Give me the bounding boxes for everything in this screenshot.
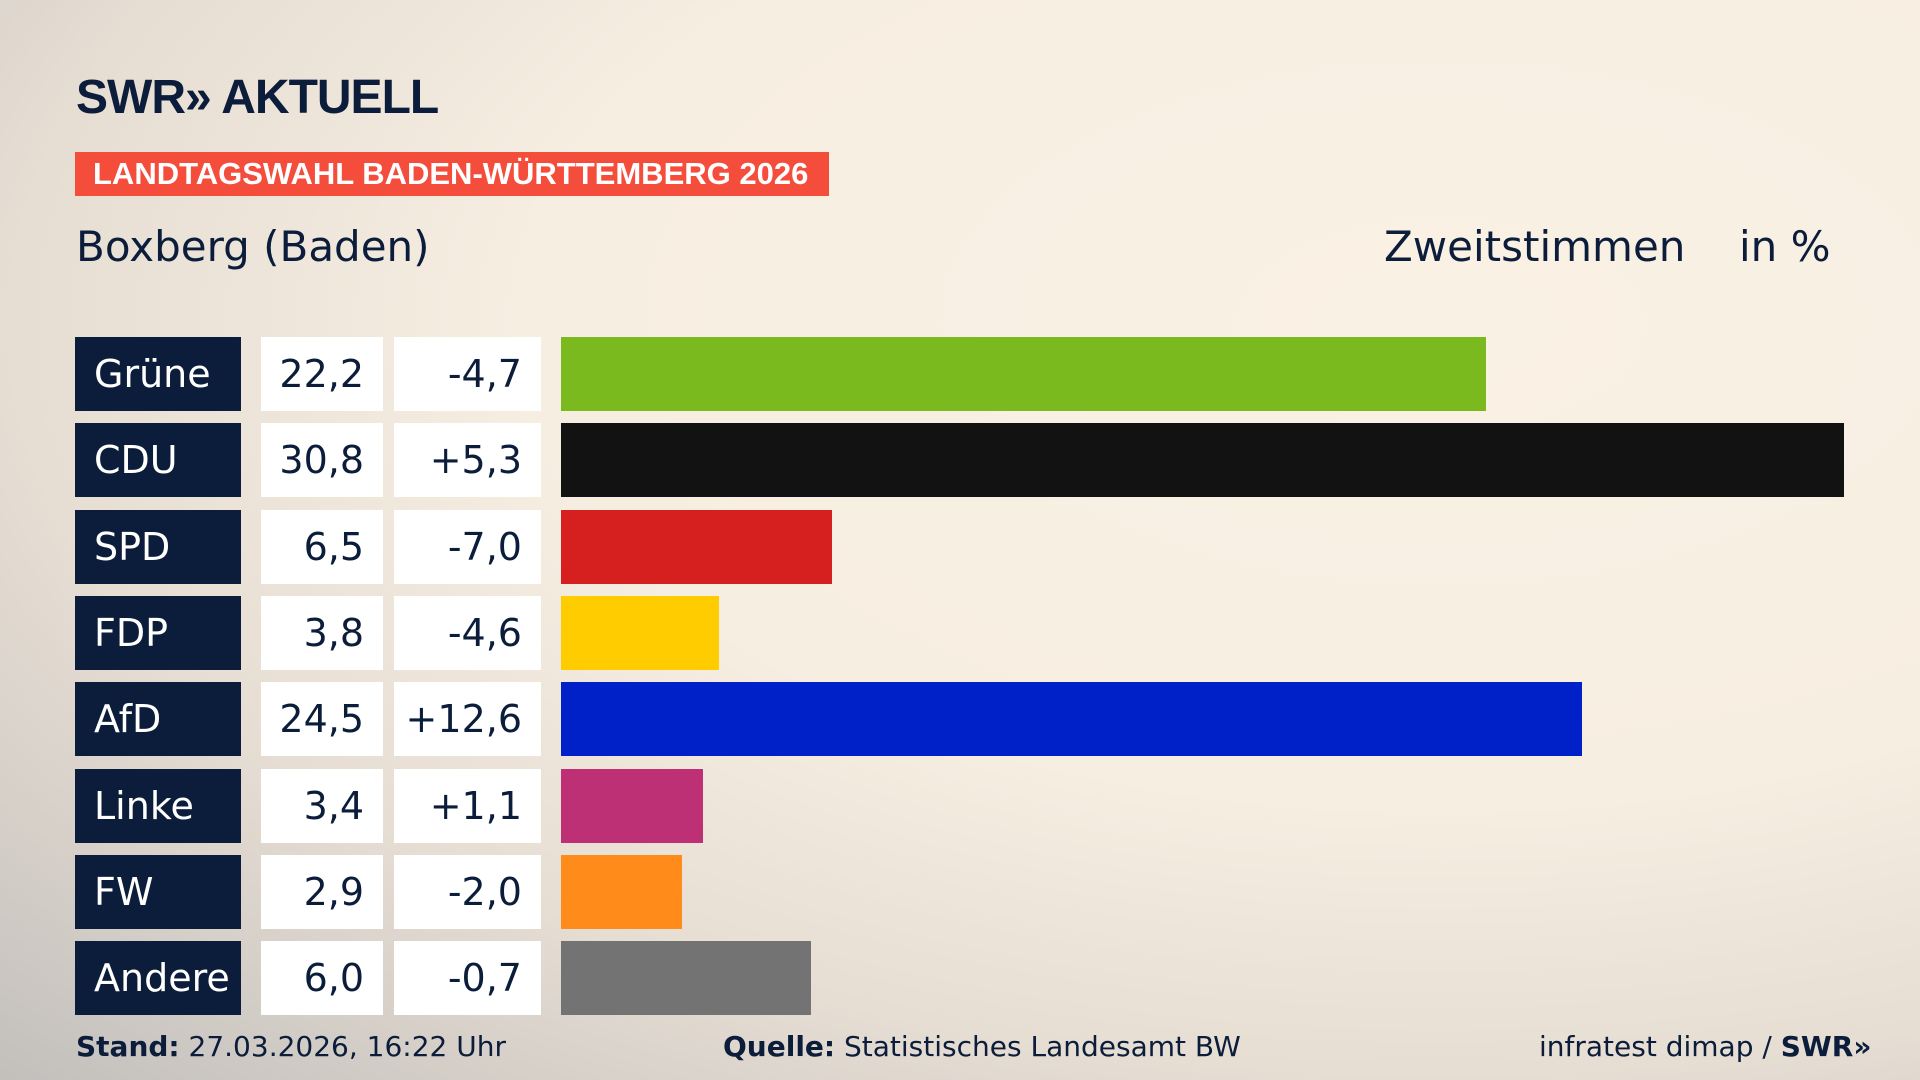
table-row: CDU 30,8 +5,3 bbox=[75, 423, 541, 498]
diff-label: -4,6 bbox=[394, 595, 541, 670]
bar-spd bbox=[561, 509, 832, 584]
party-label: CDU bbox=[75, 423, 241, 498]
bar-grüne bbox=[561, 337, 1486, 411]
timestamp: Stand: 27.03.2026, 16:22 Uhr bbox=[76, 1030, 506, 1063]
source-label: Quelle: bbox=[723, 1030, 836, 1063]
election-banner: LANDTAGSWAHL BADEN-WÜRTTEMBERG 2026 bbox=[75, 152, 829, 196]
table-row: FW 2,9 -2,0 bbox=[75, 854, 541, 929]
diff-label: +1,1 bbox=[394, 768, 541, 843]
bar-cdu bbox=[561, 423, 1845, 498]
table-row: Grüne 22,2 -4,7 bbox=[75, 337, 541, 411]
party-label: FDP bbox=[75, 595, 241, 670]
value-label: 2,9 bbox=[261, 854, 383, 929]
party-label: FW bbox=[75, 854, 241, 929]
credit-text: infratest dimap / bbox=[1539, 1030, 1781, 1063]
credit: infratest dimap / SWR» bbox=[1539, 1030, 1871, 1063]
value-label: 6,0 bbox=[261, 941, 383, 1016]
stand-value: 27.03.2026, 16:22 Uhr bbox=[188, 1030, 506, 1063]
bar-linke bbox=[561, 768, 703, 843]
swr-aktuell-logo: SWR» AKTUELL bbox=[76, 71, 439, 124]
location-title: Boxberg (Baden) bbox=[76, 222, 430, 271]
table-row: FDP 3,8 -4,6 bbox=[75, 595, 541, 670]
party-label: SPD bbox=[75, 509, 241, 584]
value-label: 30,8 bbox=[261, 423, 383, 498]
diff-label: -4,7 bbox=[394, 337, 541, 411]
stand-label: Stand: bbox=[76, 1030, 180, 1063]
table-row: SPD 6,5 -7,0 bbox=[75, 509, 541, 584]
table-row: AfD 24,5 +12,6 bbox=[75, 682, 541, 757]
party-label: Grüne bbox=[75, 337, 241, 411]
diff-label: +5,3 bbox=[394, 423, 541, 498]
party-label: Andere bbox=[75, 941, 241, 1016]
table-row: Linke 3,4 +1,1 bbox=[75, 768, 541, 843]
diff-label: +12,6 bbox=[394, 682, 541, 757]
source-value: Statistisches Landesamt BW bbox=[844, 1030, 1241, 1063]
bar-andere bbox=[561, 941, 811, 1016]
value-label: 24,5 bbox=[261, 682, 383, 757]
unit-label: in % bbox=[1739, 222, 1831, 271]
bar-fdp bbox=[561, 595, 720, 670]
source: Quelle: Statistisches Landesamt BW bbox=[723, 1030, 1241, 1063]
diff-label: -0,7 bbox=[394, 941, 541, 1016]
table-row: Andere 6,0 -0,7 bbox=[75, 941, 541, 1016]
diff-label: -7,0 bbox=[394, 509, 541, 584]
swr-logo: SWR» bbox=[1780, 1030, 1872, 1063]
value-label: 6,5 bbox=[261, 509, 383, 584]
measure-label: Zweitstimmen bbox=[1384, 222, 1686, 271]
bar-afd bbox=[561, 682, 1582, 757]
value-label: 22,2 bbox=[261, 337, 383, 411]
party-label: Linke bbox=[75, 768, 241, 843]
party-label: AfD bbox=[75, 682, 241, 757]
value-label: 3,8 bbox=[261, 595, 383, 670]
bar-fw bbox=[561, 854, 682, 929]
diff-label: -2,0 bbox=[394, 854, 541, 929]
value-label: 3,4 bbox=[261, 768, 383, 843]
